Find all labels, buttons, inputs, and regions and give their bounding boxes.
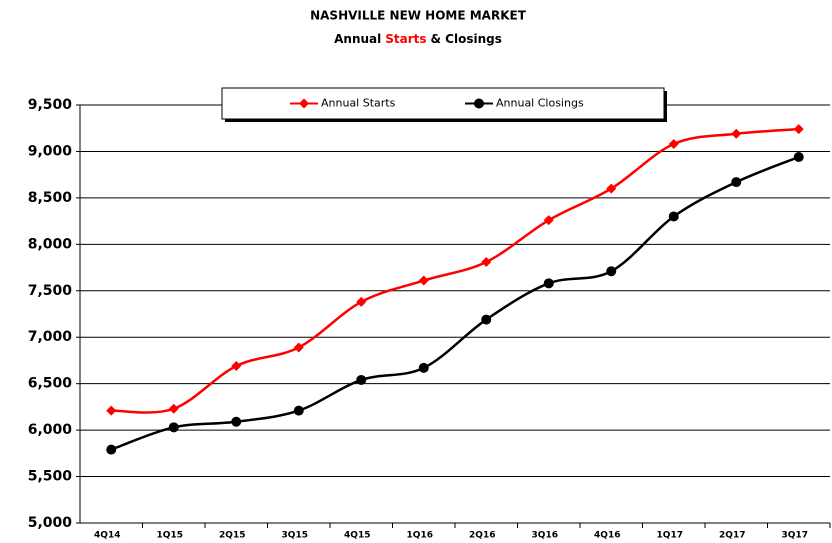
point [474,98,484,109]
point [418,275,429,286]
y-tick-label: 5,000 [28,515,73,531]
point [543,215,554,226]
point [668,211,679,222]
x-tick-label: 4Q15 [344,531,370,541]
x-tick-label: 1Q17 [657,531,683,541]
y-tick-label: 9,000 [28,143,73,159]
point [731,128,742,139]
point [168,422,179,433]
subtitle-part: & Closings [431,32,502,46]
legend: Annual Starts Annual Closings [221,87,667,122]
point [668,139,679,150]
point [168,403,179,414]
x-tick-label: 1Q16 [407,531,433,541]
chart-subtitle: Annual Starts & Closings [334,32,502,46]
point [418,362,429,373]
point [731,177,742,188]
point [481,314,492,325]
point [481,256,492,267]
y-tick-label: 7,000 [28,329,73,345]
point [543,278,554,289]
subtitle-part: Annual [334,32,381,46]
x-tick-label: 4Q16 [594,531,620,541]
point [356,374,367,385]
grid [80,104,830,524]
point [106,405,117,416]
y-tick-label: 8,500 [28,190,73,206]
x-tick-label: 3Q17 [782,531,808,541]
x-tick-label: 4Q14 [94,531,120,541]
point [793,152,804,163]
subtitle-part: Starts [385,32,426,46]
point [299,98,309,109]
x-tick-label: 3Q16 [532,531,558,541]
x-tick-label: 2Q17 [719,531,745,541]
y-tick-label: 6,000 [28,422,73,438]
x-tick-label: 2Q16 [469,531,495,541]
legend-label: Annual Closings [496,97,584,110]
x-tick-label: 2Q15 [219,531,245,541]
y-tick-label: 5,500 [28,469,73,485]
x-tick-label: 3Q15 [282,531,308,541]
point [356,296,367,307]
series-line [110,155,800,451]
legend-box [221,87,665,120]
legend-label: Annual Starts [321,97,396,110]
point [293,405,304,416]
axes: 5,000 5,500 6,000 6,500 7,000 7,500 8,000 8,500… [28,97,831,541]
point [231,416,242,427]
point [231,361,242,372]
plot [106,124,804,455]
chart-title: NASHVILLE NEW HOME MARKET [310,9,527,23]
y-tick-label: 7,500 [28,283,73,299]
y-tick-label: 8,000 [28,236,73,252]
x-tick-label: 1Q15 [157,531,183,541]
point [106,444,117,455]
point [793,124,804,135]
series-line [111,127,799,414]
point [293,342,304,353]
point [606,266,617,277]
y-tick-label: 9,500 [28,97,73,113]
point [606,183,617,194]
y-tick-label: 6,500 [28,376,73,392]
